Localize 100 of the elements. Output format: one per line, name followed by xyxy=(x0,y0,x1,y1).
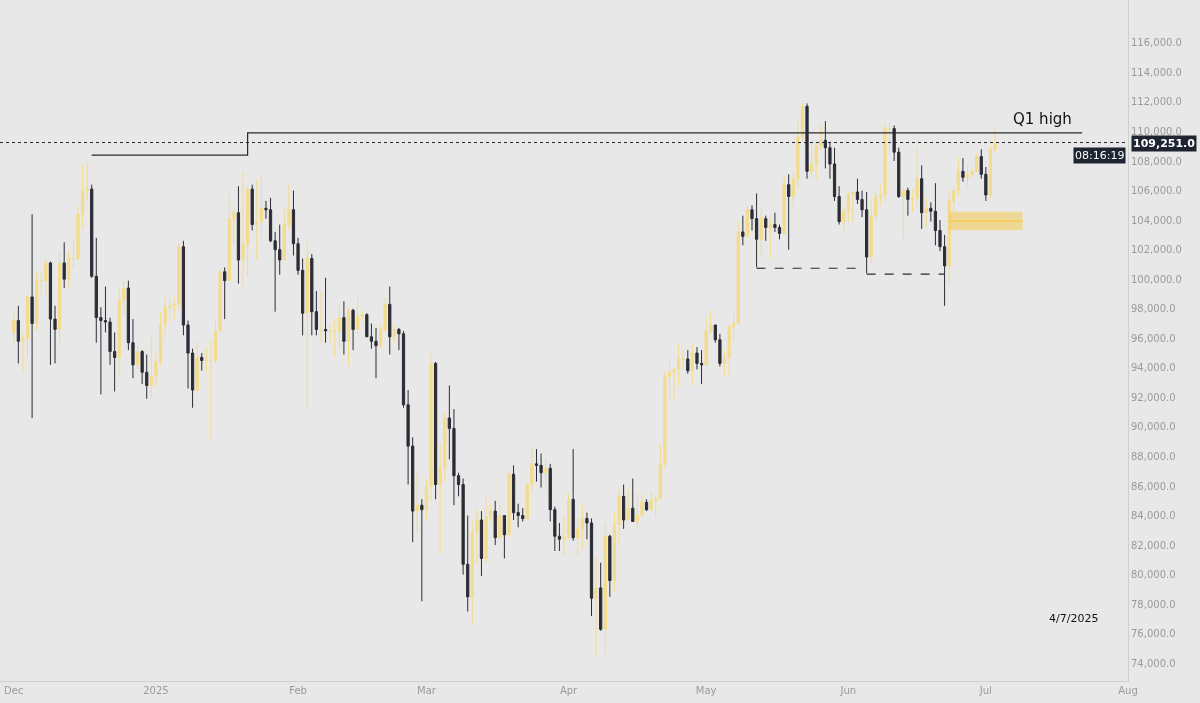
candlestick xyxy=(135,345,140,370)
y-tick-label: 108,000.0 xyxy=(1131,155,1182,167)
candlestick xyxy=(433,361,438,500)
x-tick-label: Mar xyxy=(417,685,437,696)
y-tick-label: 76,000.0 xyxy=(1131,628,1176,640)
candlestick xyxy=(690,343,695,387)
annotation: 4/7/2025 xyxy=(1049,612,1099,625)
candlestick xyxy=(200,352,204,372)
y-tick-label: 110,000.0 xyxy=(1131,125,1182,137)
candlestick xyxy=(764,215,768,242)
y-tick-label: 74,000.0 xyxy=(1131,657,1176,669)
y-tick-label: 80,000.0 xyxy=(1131,569,1176,581)
candlestick xyxy=(479,510,484,577)
candlestick xyxy=(35,271,39,332)
candlestick xyxy=(608,534,612,598)
y-tick-label: 86,000.0 xyxy=(1131,480,1176,492)
candlestick xyxy=(631,478,635,522)
candlestick xyxy=(809,139,814,180)
candlestick xyxy=(204,346,208,373)
candlestick xyxy=(62,241,66,289)
candlestick xyxy=(842,206,846,234)
candlestick xyxy=(599,562,603,632)
candlestick xyxy=(16,305,20,364)
candlestick xyxy=(342,300,346,356)
y-tick-label: 114,000.0 xyxy=(1131,66,1182,78)
x-tick-label: May xyxy=(695,685,717,696)
candlestick xyxy=(223,266,227,320)
y-tick-label: 98,000.0 xyxy=(1131,303,1176,315)
candlestick xyxy=(39,271,43,296)
candlestick xyxy=(310,253,314,336)
candlestick xyxy=(420,498,424,602)
y-tick-label: 88,000.0 xyxy=(1131,450,1176,462)
x-tick-label: Apr xyxy=(559,685,579,696)
candlestick xyxy=(686,349,690,375)
candlestick xyxy=(626,488,630,521)
candlestick xyxy=(328,324,332,344)
candlestick xyxy=(374,327,378,379)
y-tick-label: 82,000.0 xyxy=(1131,539,1176,551)
candlestick xyxy=(754,193,759,268)
candlestick xyxy=(392,324,396,344)
candlestick xyxy=(356,296,360,335)
candlestick xyxy=(195,340,199,395)
candlestick xyxy=(906,187,910,217)
candlestick xyxy=(57,250,62,344)
candlestick xyxy=(920,164,924,230)
y-tick-label: 94,000.0 xyxy=(1131,362,1176,374)
candlestick xyxy=(681,348,685,370)
candlestick xyxy=(644,498,649,512)
candlestick xyxy=(236,185,241,285)
series-label: Q1 high xyxy=(1013,110,1072,128)
candlestick xyxy=(782,175,786,234)
candlestick xyxy=(603,522,607,655)
candlestick xyxy=(323,277,328,344)
y-tick-label: 112,000.0 xyxy=(1131,96,1182,108)
candlestick xyxy=(333,318,337,358)
candlestick xyxy=(961,157,965,183)
candlestick xyxy=(544,458,548,490)
candlestick xyxy=(337,303,341,350)
y-tick-label: 78,000.0 xyxy=(1131,598,1176,610)
candlestick xyxy=(484,495,488,564)
candlestick xyxy=(346,306,351,367)
candlestick xyxy=(305,241,309,410)
y-tick-label: 100,000.0 xyxy=(1131,273,1182,285)
annotation: 08:16:19 xyxy=(1075,149,1125,162)
candlestick xyxy=(241,170,245,288)
candlestick xyxy=(30,213,34,419)
candlestick xyxy=(415,470,419,534)
candlestick xyxy=(498,504,502,540)
candlestick xyxy=(493,500,497,546)
x-tick-label: Feb xyxy=(289,685,307,696)
candlestick xyxy=(901,187,905,240)
candlestick xyxy=(965,164,970,187)
x-tick-label: 2025 xyxy=(143,685,169,696)
y-tick-label: 102,000.0 xyxy=(1131,244,1182,256)
y-tick-label: 84,000.0 xyxy=(1131,510,1176,522)
candlestick xyxy=(209,339,213,440)
candlestick xyxy=(759,206,763,258)
candlestick xyxy=(44,258,48,298)
candlestick xyxy=(388,286,392,356)
candlestick xyxy=(851,191,855,224)
candlestick xyxy=(351,308,355,351)
ref-line-label: 109,251.0 xyxy=(1133,137,1196,150)
candlestick xyxy=(594,556,598,657)
candlestick xyxy=(90,184,94,279)
candlestick xyxy=(621,484,626,530)
candlestick xyxy=(741,215,745,246)
candlestick xyxy=(571,448,575,542)
candlestick xyxy=(255,178,259,261)
y-tick-label: 92,000.0 xyxy=(1131,391,1176,403)
candlestick xyxy=(924,197,928,228)
candlestick xyxy=(507,470,511,537)
candlestick xyxy=(534,448,539,483)
candlestick xyxy=(12,309,16,344)
candlestick xyxy=(745,206,750,239)
candlestick xyxy=(250,184,254,231)
candlestick xyxy=(699,349,704,385)
y-tick-label: 104,000.0 xyxy=(1131,214,1182,226)
candlestick xyxy=(319,290,323,344)
candlestick xyxy=(48,260,53,366)
candlestick xyxy=(539,453,543,488)
